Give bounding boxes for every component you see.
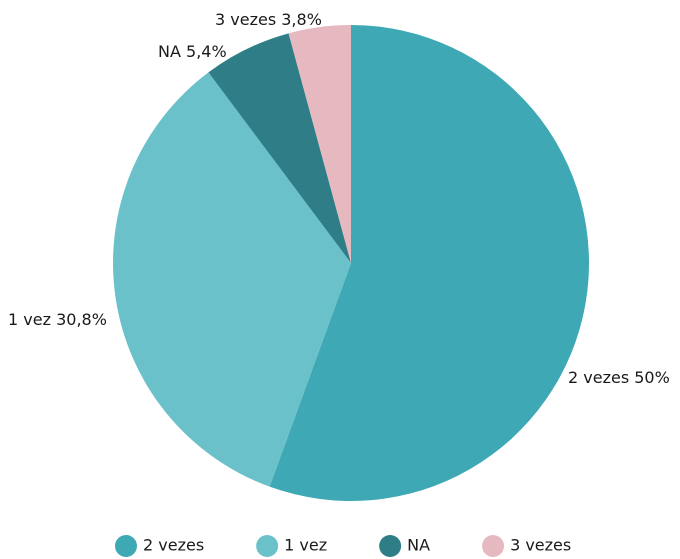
- pie-slice: [113, 72, 351, 487]
- legend-swatch: [379, 535, 402, 557]
- data-label: 3 vezes 3,8%: [215, 10, 322, 29]
- legend-label: 3 vezes: [510, 536, 571, 555]
- data-label-value: 30,8%: [56, 310, 107, 329]
- legend-swatch: [256, 535, 279, 557]
- legend-label: 2 vezes: [143, 536, 204, 555]
- data-label: 1 vez 30,8%: [8, 310, 107, 329]
- data-label-category: 2 vezes: [568, 368, 629, 387]
- legend-label: 1 vez: [284, 536, 327, 555]
- data-label-value: 3,8%: [281, 10, 322, 29]
- pie-slice: [269, 25, 589, 501]
- data-label-value: 50%: [634, 368, 670, 387]
- legend-label: NA: [407, 536, 430, 555]
- pie-slice: [208, 33, 351, 263]
- data-label-value: 5,4%: [186, 42, 227, 61]
- legend-swatch: [115, 535, 137, 557]
- data-label-category: 3 vezes: [215, 10, 276, 29]
- legend-swatch: [482, 535, 505, 557]
- data-label-category: 1 vez: [8, 310, 51, 329]
- pie-slice: [288, 25, 351, 263]
- data-label: NA 5,4%: [158, 42, 227, 61]
- data-label-category: NA: [158, 42, 181, 61]
- data-label: 2 vezes 50%: [568, 368, 670, 387]
